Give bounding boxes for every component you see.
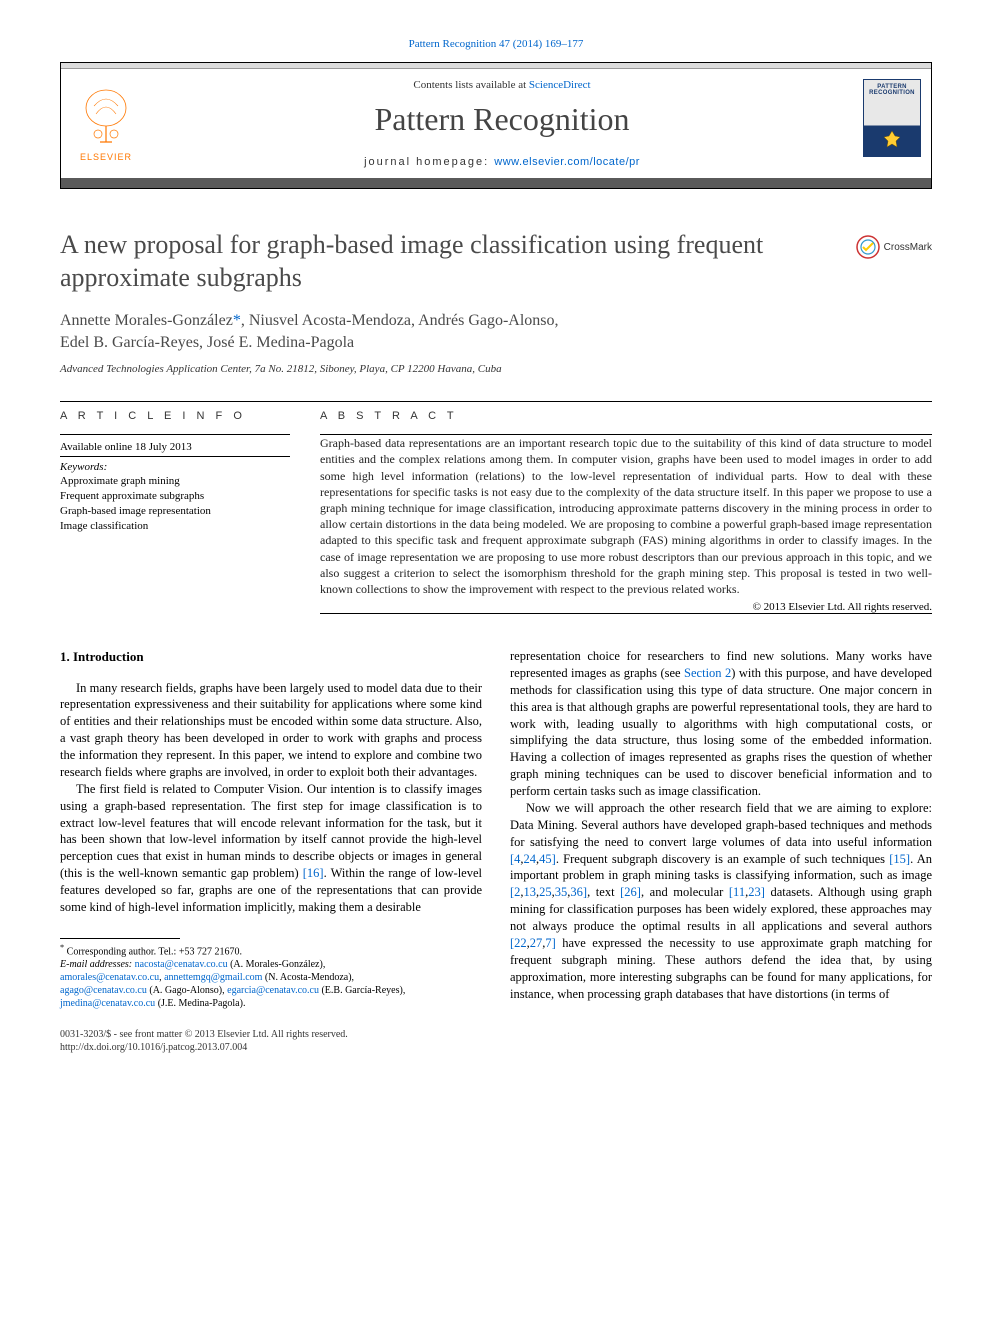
citation-link[interactable]: [2 [510,885,520,899]
citation-link[interactable]: [11 [729,885,745,899]
citation-link[interactable]: 36] [570,885,587,899]
crossmark-badge[interactable]: CrossMark [856,235,932,259]
email-link[interactable]: nacosta@cenatav.co.cu [135,959,228,970]
footnote-rule [60,938,180,939]
keyword: Image classification [60,519,290,534]
citation-link[interactable]: [16] [303,866,324,880]
doi-line: http://dx.doi.org/10.1016/j.patcog.2013.… [60,1041,932,1054]
article-info-column: A R T I C L E I N F O Available online 1… [60,410,290,614]
affiliation: Advanced Technologies Application Center… [60,363,932,375]
article-info-label: A R T I C L E I N F O [60,410,290,422]
citation-link[interactable]: [22 [510,936,527,950]
header-bottom-bar [61,178,931,188]
keywords-label: Keywords: [60,461,290,473]
available-online: Available online 18 July 2013 [60,439,290,457]
paragraph: representation choice for researchers to… [510,648,932,800]
authors: Annette Morales-González*, Niusvel Acost… [60,310,932,353]
journal-citation[interactable]: Pattern Recognition 47 (2014) 169–177 [60,38,932,50]
journal-homepage: journal homepage: www.elsevier.com/locat… [151,156,853,168]
article-title: A new proposal for graph-based image cla… [60,229,844,294]
citation-link[interactable]: 24 [524,852,537,866]
citation-link[interactable]: 27 [530,936,543,950]
citation-link[interactable]: 35 [555,885,568,899]
journal-name: Pattern Recognition [151,101,853,138]
corresponding-mark[interactable]: * [233,312,241,329]
email-link[interactable]: amorales@cenatav.co.cu [60,972,159,983]
cover-badge-icon [883,130,901,148]
cover-title: PATTERN RECOGNITION [864,80,920,96]
abstract-copyright: © 2013 Elsevier Ltd. All rights reserved… [320,601,932,613]
abstract-label: A B S T R A C T [320,410,932,422]
elsevier-name: ELSEVIER [80,152,132,162]
citation-link[interactable]: 13 [524,885,537,899]
footnotes: * Corresponding author. Tel.: +53 727 21… [60,943,482,1010]
crossmark-label: CrossMark [884,242,932,253]
elsevier-tree-icon [76,86,136,150]
citation-link[interactable]: 25 [539,885,552,899]
citation-link[interactable]: [15] [889,852,910,866]
sciencedirect-link[interactable]: ScienceDirect [529,79,591,91]
paragraph: The first field is related to Computer V… [60,781,482,916]
abstract-column: A B S T R A C T Graph-based data represe… [320,410,932,614]
keyword: Approximate graph mining [60,474,290,489]
citation-link[interactable]: 45] [539,852,556,866]
elsevier-logo: ELSEVIER [61,69,151,178]
citation-link[interactable]: [26] [620,885,641,899]
email-link[interactable]: agago@cenatav.co.cu [60,985,147,996]
keyword: Frequent approximate subgraphs [60,489,290,504]
contents-line: Contents lists available at ScienceDirec… [151,79,853,91]
abstract-text: Graph-based data representations are an … [320,435,932,597]
section-heading: 1. Introduction [60,648,482,666]
email-link[interactable]: annettemgq@gmail.com [164,972,262,983]
citation-link[interactable]: 7] [545,936,555,950]
email-link[interactable]: jmedina@cenatav.co.cu [60,998,155,1009]
paragraph: Now we will approach the other research … [510,800,932,1003]
body-text: 1. Introduction In many research fields,… [60,648,932,1010]
citation-link[interactable]: 23] [748,885,765,899]
journal-cover-thumbnail: PATTERN RECOGNITION [853,69,931,178]
journal-homepage-link[interactable]: www.elsevier.com/locate/pr [494,156,640,168]
issn-line: 0031-3203/$ - see front matter © 2013 El… [60,1028,932,1041]
paragraph: In many research fields, graphs have bee… [60,680,482,781]
crossmark-icon [856,235,880,259]
citation-link[interactable]: [4 [510,852,520,866]
journal-header: ELSEVIER Contents lists available at Sci… [60,62,932,189]
divider [60,401,932,402]
keyword: Graph-based image representation [60,504,290,519]
email-link[interactable]: egarcia@cenatav.co.cu [227,985,319,996]
page-footer: 0031-3203/$ - see front matter © 2013 El… [60,1028,932,1054]
section-link[interactable]: Section 2 [684,666,731,680]
